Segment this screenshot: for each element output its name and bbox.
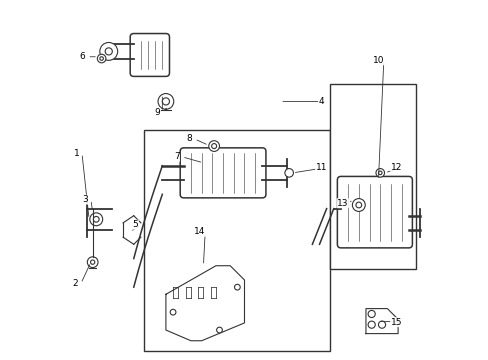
- Circle shape: [367, 321, 374, 328]
- Bar: [144, 130, 329, 351]
- Circle shape: [216, 327, 222, 333]
- Text: 4: 4: [318, 97, 324, 106]
- Text: 12: 12: [390, 163, 401, 172]
- Circle shape: [162, 98, 169, 105]
- Circle shape: [87, 257, 98, 267]
- Circle shape: [378, 321, 385, 328]
- Text: 14: 14: [194, 227, 205, 236]
- FancyBboxPatch shape: [337, 176, 411, 248]
- Text: 13: 13: [336, 199, 348, 208]
- Circle shape: [211, 144, 216, 149]
- Text: 8: 8: [186, 134, 192, 143]
- Circle shape: [90, 213, 102, 226]
- Circle shape: [100, 57, 103, 60]
- Circle shape: [367, 310, 374, 318]
- Circle shape: [234, 284, 240, 290]
- Circle shape: [285, 168, 293, 177]
- Circle shape: [208, 141, 219, 152]
- Circle shape: [158, 94, 173, 109]
- Text: 1: 1: [74, 149, 80, 158]
- Circle shape: [100, 42, 118, 60]
- Text: 9: 9: [154, 108, 160, 117]
- Text: 15: 15: [390, 318, 401, 327]
- Circle shape: [378, 171, 381, 175]
- FancyBboxPatch shape: [180, 148, 265, 198]
- Circle shape: [352, 199, 365, 211]
- Text: 6: 6: [79, 52, 84, 61]
- Bar: [329, 84, 415, 269]
- Text: 10: 10: [372, 56, 384, 65]
- Circle shape: [90, 260, 95, 264]
- Circle shape: [105, 48, 112, 55]
- Text: 11: 11: [315, 163, 326, 172]
- Circle shape: [375, 168, 384, 177]
- Text: 5: 5: [132, 220, 138, 229]
- FancyBboxPatch shape: [130, 33, 169, 76]
- Polygon shape: [365, 309, 397, 334]
- Polygon shape: [165, 266, 244, 341]
- Circle shape: [93, 216, 99, 222]
- Text: 7: 7: [173, 152, 179, 161]
- Text: 3: 3: [82, 195, 88, 204]
- Text: 2: 2: [73, 279, 78, 288]
- Circle shape: [170, 309, 176, 315]
- Circle shape: [355, 202, 361, 208]
- Circle shape: [97, 54, 106, 63]
